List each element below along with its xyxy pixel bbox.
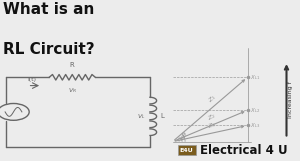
Text: Electrical 4 U: Electrical 4 U [200, 144, 287, 157]
Text: R: R [70, 62, 75, 68]
Text: $Z_1$: $Z_1$ [206, 92, 218, 105]
Text: RL Circuit?: RL Circuit? [3, 42, 94, 57]
Text: $\theta_1$: $\theta_1$ [177, 136, 184, 144]
Text: $V_L$: $V_L$ [137, 112, 146, 121]
Text: $\theta_2$: $\theta_2$ [180, 133, 186, 142]
Text: $\theta_3$: $\theta_3$ [182, 130, 188, 139]
Text: $X_{L1}$: $X_{L1}$ [250, 73, 260, 82]
Text: E4U: E4U [180, 148, 194, 153]
Text: $Z_2$: $Z_2$ [206, 111, 218, 123]
Text: $V_R$: $V_R$ [68, 86, 77, 95]
Text: $X_{L2}$: $X_{L2}$ [250, 106, 260, 115]
FancyBboxPatch shape [178, 145, 196, 155]
Text: $X_{L3}$: $X_{L3}$ [250, 121, 260, 130]
Text: L: L [160, 113, 164, 119]
Text: What is an: What is an [3, 2, 94, 17]
Text: Increasing f: Increasing f [288, 81, 293, 118]
Text: i(t): i(t) [28, 77, 37, 82]
Text: $Z_3$: $Z_3$ [207, 120, 218, 131]
